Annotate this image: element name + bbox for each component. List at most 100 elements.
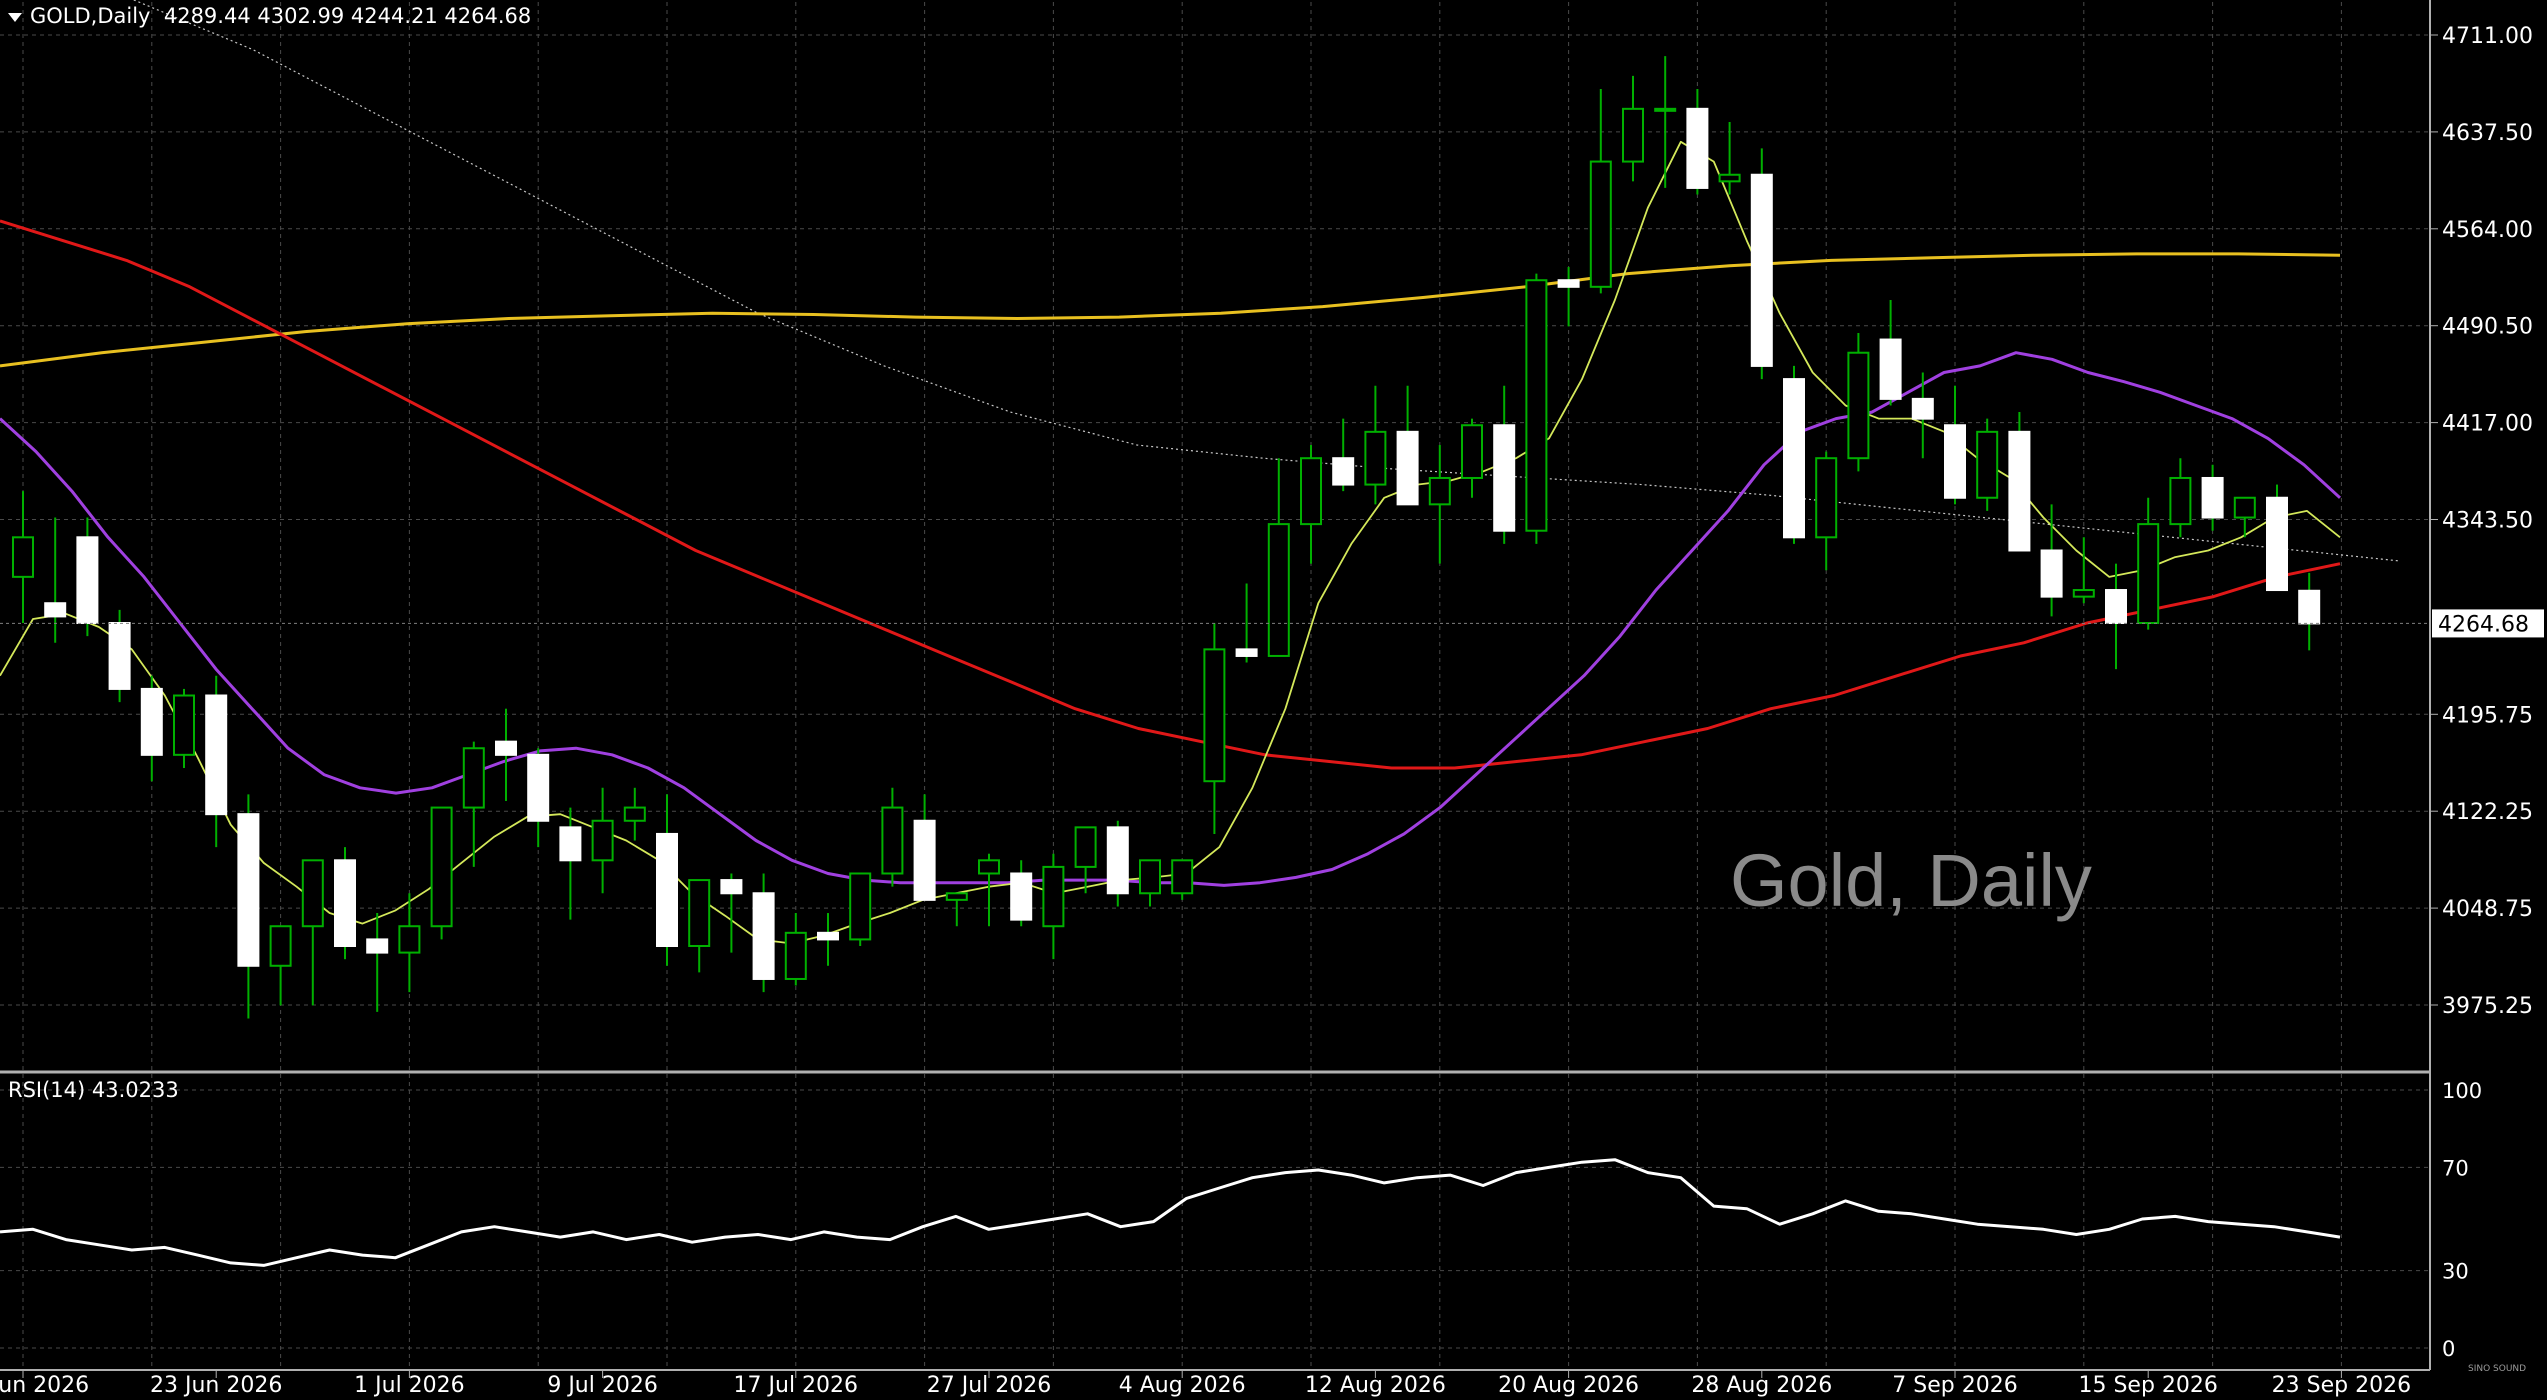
candle (784, 913, 807, 986)
bull-candle-body (398, 925, 421, 954)
symbol-header[interactable]: GOLD,Daily 4289.44 4302.99 4244.21 4264.… (8, 4, 531, 28)
candle (76, 517, 99, 637)
candle (12, 491, 34, 623)
chart-grid (0, 2, 2430, 1368)
brand-logo: SINO SOUND (2468, 1364, 2527, 1374)
candle (1203, 622, 1226, 834)
bear-candle-body (44, 602, 67, 618)
price-tick-label: 4417.00 (2442, 412, 2533, 437)
candle (2040, 504, 2063, 617)
bull-candle-body (2072, 589, 2095, 598)
ma-dotted-line (132, 0, 2401, 562)
bull-candle-body (1461, 424, 1483, 479)
time-tick-label: 12 Aug 2026 (1305, 1373, 1446, 1398)
candle (1847, 332, 1870, 472)
bear-candle-body (1557, 279, 1580, 288)
bear-candle-body (140, 687, 163, 756)
bear-candle-body (1911, 397, 1934, 420)
bear-candle-body (1235, 648, 1258, 657)
bull-candle-body (1718, 173, 1741, 183)
candle (623, 787, 646, 841)
candle (817, 913, 839, 966)
candle (1010, 860, 1033, 927)
candle (1171, 859, 1194, 900)
symbol-label: GOLD,Daily (30, 4, 151, 28)
candle (849, 872, 872, 947)
bear-candle-body (2008, 430, 2031, 552)
time-tick-label: 7 Sep 2026 (1892, 1373, 2017, 1398)
candle (1718, 122, 1741, 195)
bear-candle-body (913, 819, 936, 901)
bull-candle-body (1139, 859, 1161, 895)
price-tick-label: 4490.50 (2442, 315, 2533, 340)
bull-candle-body (1815, 457, 1838, 539)
time-tick-label: 9 Jul 2026 (547, 1373, 658, 1398)
candle (2266, 484, 2288, 592)
bull-candle-body (1267, 523, 1290, 657)
candle (881, 787, 904, 887)
bear-candle-body (2266, 496, 2288, 592)
candle (527, 748, 550, 848)
bear-candle-body (2040, 549, 2063, 598)
time-tick-label: 23 Jun 2026 (150, 1373, 282, 1398)
time-tick-label: 23 Sep 2026 (2272, 1373, 2411, 1398)
time-tick-label: 1 Jul 2026 (354, 1373, 465, 1398)
candle (1944, 385, 1966, 505)
bear-candle-body (237, 813, 260, 967)
candle (2201, 464, 2224, 531)
candle (495, 708, 517, 801)
bear-candle-body (108, 621, 131, 690)
candle (1332, 418, 1355, 492)
bear-candle-body (1493, 424, 1516, 532)
candle (44, 517, 67, 643)
bull-candle-body (1042, 865, 1065, 928)
bear-candle-body (1783, 378, 1805, 539)
current-price-label: 4264.68 (2438, 612, 2529, 637)
bear-candle-body (2105, 589, 2127, 624)
bull-candle-body (1364, 430, 1387, 486)
collapse-triangle-icon[interactable] (8, 12, 22, 22)
bull-candle-body (1589, 160, 1612, 288)
bull-candle-body (1654, 107, 1677, 112)
candle (1879, 299, 1902, 406)
bear-candle-body (720, 879, 743, 895)
candle (1783, 365, 1805, 544)
bear-candle-body (527, 753, 550, 822)
candle (945, 892, 968, 927)
bull-candle-body (1300, 457, 1322, 526)
candle (1815, 451, 1838, 571)
bull-candle-body (2169, 476, 2192, 526)
candle (366, 913, 389, 1012)
rsi-level-label: 30 (2442, 1260, 2469, 1284)
bear-candle-body (76, 536, 99, 624)
candle (752, 873, 775, 993)
bear-candle-body (559, 826, 582, 862)
candle (1300, 445, 1322, 564)
candle (1686, 89, 1709, 195)
time-tick-label: 20 Aug 2026 (1498, 1373, 1639, 1398)
time-tick-label: 27 Jul 2026 (927, 1373, 1052, 1398)
candle (430, 806, 453, 940)
bull-candle-body (1428, 476, 1451, 506)
bull-candle-body (430, 806, 453, 928)
candle (2072, 537, 2095, 604)
bear-candle-body (1396, 430, 1419, 506)
candle (2233, 496, 2256, 538)
ma-long-line (0, 252, 2341, 368)
candle (1750, 148, 1773, 380)
candle (1267, 458, 1290, 657)
candle (1654, 56, 1677, 188)
price-tick-label: 4637.50 (2442, 121, 2533, 146)
candle (1396, 385, 1419, 506)
price-tick-label: 4564.00 (2442, 218, 2533, 243)
candle (1911, 372, 1934, 459)
price-tick-label: 4343.50 (2442, 509, 2533, 534)
bear-candle-body (2201, 476, 2224, 519)
candle (1976, 418, 1999, 511)
bull-candle-body (1203, 648, 1226, 783)
bull-candle-body (881, 806, 904, 875)
candle (2008, 412, 2031, 552)
bull-candle-body (462, 747, 485, 809)
bull-candle-body (173, 694, 195, 756)
